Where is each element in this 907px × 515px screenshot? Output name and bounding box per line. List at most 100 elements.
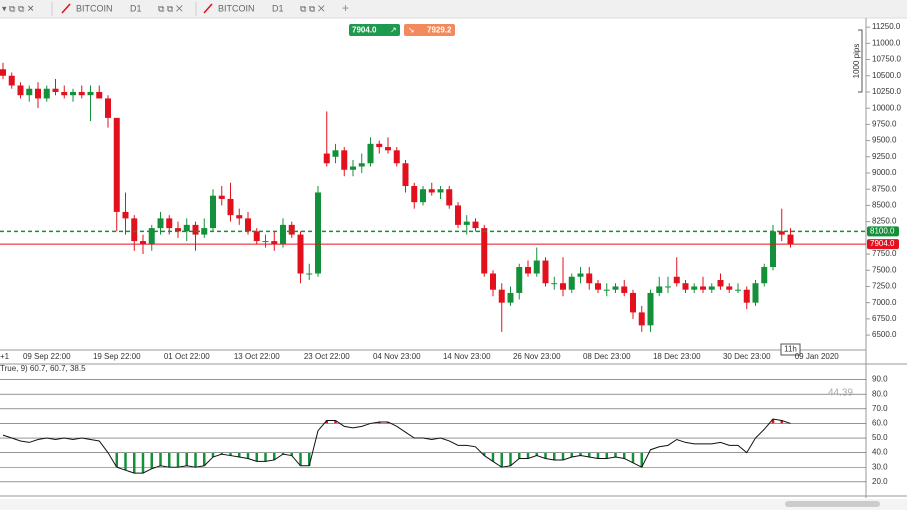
- candle-body: [717, 279, 724, 287]
- tab-icons: ▾ ⧉ ⧉ ✕: [2, 3, 34, 13]
- last-price-line-tag: [867, 239, 899, 250]
- candle-body: [245, 218, 251, 232]
- y-tick-label: 11000.0: [872, 38, 901, 47]
- candle-body: [8, 75, 15, 86]
- candle-body: [262, 241, 269, 243]
- y-tick-label: 8250.0: [872, 217, 897, 226]
- candle-body: [560, 283, 566, 290]
- candle-body: [0, 69, 6, 76]
- candle-body: [481, 228, 488, 274]
- scrollbar[interactable]: [0, 499, 907, 510]
- y-tick-label: 80.0: [872, 389, 888, 398]
- y-tick-label: 10000.0: [872, 103, 901, 112]
- candle-body: [175, 228, 181, 232]
- tab[interactable]: BITCOIN D1 ⧉ ⧉ ✕: [61, 3, 183, 14]
- x-tick-label: 08 Dec 23:00: [583, 352, 631, 361]
- candle-body: [770, 231, 776, 268]
- x-tick-label: 01 Oct 22:00: [164, 352, 210, 361]
- candle-body: [78, 91, 85, 96]
- candle-body: [586, 273, 593, 284]
- candle-body: [778, 231, 785, 235]
- candle-body: [700, 286, 706, 290]
- candle-body: [708, 286, 715, 290]
- candle-body: [787, 234, 794, 245]
- candle-body: [595, 283, 601, 290]
- ask-price: 7929.2: [427, 26, 452, 35]
- candle-body: [35, 88, 41, 99]
- buy-button[interactable]: ↘ 7929.2: [404, 24, 455, 36]
- candle-body: [577, 273, 584, 277]
- candle-body: [376, 143, 383, 148]
- candle-body: [227, 198, 234, 216]
- candle-body: [315, 192, 321, 274]
- candle-body: [358, 163, 365, 167]
- candle-body: [402, 163, 409, 186]
- candle-body: [70, 91, 76, 96]
- x-tick-label: 23 Oct 22:00: [304, 352, 350, 361]
- countdown: 11h: [784, 345, 797, 354]
- candle-body: [665, 286, 671, 288]
- pips-bracket: [858, 29, 863, 93]
- y-tick-label: 10750.0: [872, 55, 901, 64]
- indicator-watermark: 44.39: [828, 388, 853, 399]
- x-tick-label: 18 Dec 23:00: [653, 352, 701, 361]
- candle-body: [735, 289, 741, 291]
- candle-body: [533, 260, 540, 274]
- candle-body: [43, 88, 50, 99]
- sell-button[interactable]: 7904.0 ↗: [349, 24, 400, 36]
- x-tick-label: +1: [0, 352, 10, 361]
- alert-line-tag: [867, 226, 899, 237]
- candle-body: [621, 286, 628, 293]
- y-tick-label: 7250.0: [872, 282, 897, 291]
- candle-body: [218, 195, 225, 199]
- tab-timeframe: D1: [272, 3, 284, 13]
- candle-body: [122, 211, 129, 219]
- candle-body: [26, 88, 33, 96]
- arrow: ↘: [408, 26, 415, 35]
- x-tick-label: 26 Nov 23:00: [513, 352, 561, 361]
- candle-body: [341, 150, 348, 170]
- arrow: ↗: [390, 26, 397, 35]
- candle-body: [761, 267, 768, 284]
- x-tick-label: 09 Sep 22:00: [23, 352, 71, 361]
- x-tick-label: 30 Dec 23:00: [723, 352, 771, 361]
- candle-body: [166, 218, 173, 229]
- candle-body: [673, 276, 680, 284]
- candle-body: [551, 283, 558, 285]
- tab-timeframe: D1: [130, 3, 142, 13]
- y-tick-label: 7000.0: [872, 298, 897, 307]
- candle-body: [96, 91, 103, 99]
- candle-body: [332, 150, 339, 157]
- candle-body: [568, 276, 575, 290]
- candle-body: [498, 289, 505, 303]
- add-tab[interactable]: +: [342, 1, 349, 15]
- y-tick-label: 10500.0: [872, 71, 901, 80]
- candle-body: [726, 286, 733, 290]
- candle-body: [446, 189, 453, 206]
- candle-body: [192, 224, 199, 235]
- y-tick-label: 7500.0: [872, 265, 897, 274]
- y-tick-label: 30.0: [872, 462, 888, 471]
- candle-body: [428, 189, 435, 193]
- candle-body: [87, 91, 94, 96]
- tab-logo: [61, 3, 71, 14]
- tab-icons: ⧉ ⧉ ✕: [158, 3, 183, 13]
- tab-stub[interactable]: ▾ ⧉ ⧉ ✕: [2, 3, 34, 13]
- candle-body: [630, 292, 636, 313]
- tab[interactable]: BITCOIN D1 ⧉ ⧉ ✕: [203, 3, 325, 14]
- y-tick-label: 8500.0: [872, 201, 897, 210]
- tab-icons: ⧉ ⧉ ✕: [300, 3, 325, 13]
- y-tick-label: 50.0: [872, 433, 888, 442]
- scroll-thumb[interactable]: [785, 501, 880, 507]
- x-tick-label: 14 Nov 23:00: [443, 352, 491, 361]
- candle-body: [437, 189, 444, 193]
- candle-body: [682, 283, 689, 290]
- candle-body: [148, 228, 155, 245]
- y-tick-label: 70.0: [872, 404, 888, 413]
- tab-label: BITCOIN: [218, 3, 255, 13]
- candle-body: [236, 215, 243, 219]
- candle-body: [297, 234, 304, 274]
- y-tick-label: 60.0: [872, 419, 888, 428]
